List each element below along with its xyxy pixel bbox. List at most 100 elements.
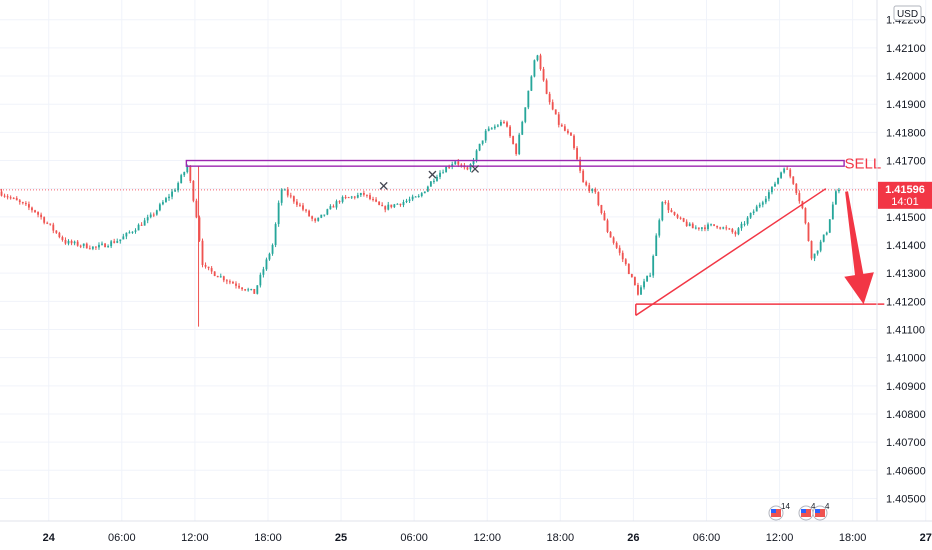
resistance-zone[interactable]	[185, 159, 845, 167]
sell-label[interactable]: SELL	[845, 156, 882, 173]
candle-body	[588, 185, 591, 192]
price-tick-label: 1.42100	[886, 43, 926, 55]
candle-body	[311, 216, 314, 219]
candle-body	[670, 210, 673, 213]
candle-body	[0, 191, 3, 196]
candle-body	[414, 196, 417, 198]
candle-body	[347, 197, 350, 199]
candle-body	[807, 223, 810, 242]
candle-body	[143, 220, 146, 226]
candle-body	[466, 167, 469, 170]
event-flag[interactable]: 4	[812, 502, 830, 521]
sell-arrow[interactable]	[844, 191, 874, 305]
candle-body	[155, 210, 158, 215]
candle-body	[372, 199, 374, 201]
candle-body	[94, 246, 97, 248]
candle-body	[338, 201, 341, 203]
candle-body	[822, 234, 825, 242]
candle-body	[238, 285, 240, 288]
candle-body	[700, 227, 703, 229]
candle-body	[326, 209, 329, 215]
candle-body	[158, 204, 161, 211]
candle-body	[816, 250, 819, 254]
candle-body	[582, 170, 585, 183]
candle-body	[37, 212, 39, 215]
x-marker-stroke	[428, 170, 437, 179]
rising-trendline[interactable]	[635, 188, 827, 317]
currency-badge[interactable]: USD	[893, 5, 922, 21]
time-tick-label: 06:00	[400, 532, 428, 544]
candle-body	[335, 201, 338, 208]
candle-body	[579, 159, 582, 171]
candle-body	[524, 107, 527, 122]
candle-body	[34, 210, 36, 213]
candle-body	[265, 259, 268, 270]
drawings[interactable]: SELL	[185, 156, 885, 317]
candle-body	[329, 206, 332, 210]
event-flag[interactable]: 14	[768, 502, 790, 521]
candle-body	[545, 80, 548, 94]
candle-body	[417, 195, 420, 197]
candle-series	[0, 53, 840, 327]
time-tick-label: 12:00	[766, 532, 794, 544]
x-marker	[428, 170, 437, 179]
candle-body	[411, 196, 414, 200]
price-axis[interactable]: 1.422001.421001.420001.419001.418001.417…	[886, 15, 926, 506]
candle-body	[323, 214, 326, 216]
time-tick-label: 06:00	[108, 532, 136, 544]
candle-body	[515, 143, 518, 155]
candle-body	[305, 209, 307, 211]
candle-body	[146, 217, 149, 221]
candle-body	[612, 237, 615, 243]
candle-body	[573, 135, 575, 149]
candle-body	[21, 202, 24, 204]
candle-body	[232, 282, 234, 284]
candle-body	[31, 207, 33, 211]
candle-body	[152, 214, 155, 216]
price-tick-label: 1.41100	[886, 324, 925, 336]
candle-body	[834, 191, 837, 205]
candle-body	[341, 196, 344, 202]
candle-body	[283, 189, 286, 191]
candle-body	[758, 204, 761, 207]
candle-body	[764, 198, 767, 203]
currency-label: USD	[897, 9, 918, 20]
candle-body	[691, 223, 694, 229]
candle-body	[740, 223, 743, 229]
candle-body	[658, 220, 661, 236]
candle-body	[682, 218, 685, 222]
candle-body	[503, 121, 505, 123]
economic-events[interactable]: 14 4 4	[768, 502, 830, 521]
candle-body	[113, 241, 116, 243]
candle-body	[490, 128, 493, 130]
time-tick-label: 18:00	[839, 532, 867, 544]
candle-body	[615, 242, 618, 248]
candle-body	[448, 166, 451, 168]
time-axis[interactable]: 24 06:00 12:00 18:00 25 06:00 12:00 18:00 26 06:0…	[43, 532, 932, 544]
grid-lines	[0, 0, 927, 521]
x-marker	[471, 165, 480, 173]
candle-body	[225, 280, 228, 282]
price-tick-label: 1.41000	[886, 353, 926, 365]
candle-body	[783, 168, 786, 173]
candle-body	[308, 210, 311, 217]
time-tick-label: 06:00	[693, 532, 721, 544]
candle-body	[213, 271, 216, 276]
price-tick-label: 1.40600	[886, 465, 926, 477]
price-tick-label: 1.41300	[886, 268, 926, 280]
candle-body	[609, 231, 612, 238]
candle-body	[539, 55, 542, 70]
candle-body	[186, 166, 189, 173]
candle-body	[52, 224, 55, 231]
candle-body	[716, 225, 719, 228]
candle-body	[140, 224, 143, 226]
candle-body	[804, 208, 807, 224]
candle-body	[661, 202, 664, 221]
candle-body	[777, 177, 779, 184]
current-price-value: 1.41596	[885, 184, 925, 196]
us-flag-canton	[801, 509, 806, 513]
candle-body	[119, 239, 122, 242]
candle-body	[728, 228, 731, 230]
candle-body	[746, 217, 749, 224]
